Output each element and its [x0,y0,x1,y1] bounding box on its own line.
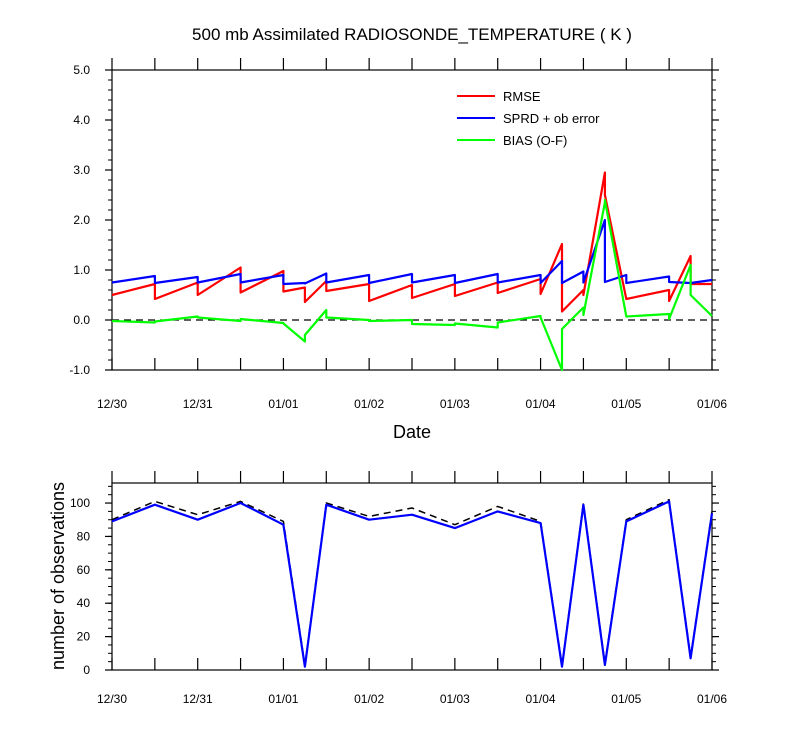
x-tick-label: 01/04 [526,397,556,411]
y-tick-label: 3.0 [73,163,90,177]
x-tick-label: 01/04 [526,692,556,706]
y-tick-label: 2.0 [73,213,90,227]
x-tick-label: 12/31 [183,692,213,706]
legend-label: RMSE [503,89,541,104]
top-series [111,171,713,372]
x-tick-label: 01/05 [611,692,641,706]
y-tick-label: -1.0 [69,363,90,377]
bottom-x-tick-labels: 12/30 12/31 01/01 01/02 01/03 01/04 01/05 01/06 [97,692,727,706]
x-tick-label: 01/06 [697,692,727,706]
x-tick-label: 01/03 [440,397,470,411]
legend-label: SPRD + ob error [503,111,600,126]
y-tick-label: 5.0 [73,63,90,77]
bottom-series [111,498,714,668]
y-tick-label: 20 [77,630,91,644]
series-line-sprd-ob-error [111,218,713,286]
bottom-plot-frame [111,482,713,671]
y-tick-label: 4.0 [73,113,90,127]
bottom-ticks [105,471,719,671]
top-x-tick-labels: 12/30 12/31 01/01 01/02 01/03 01/04 01/05 01/06 [97,397,727,411]
x-tick-label: 12/31 [183,397,213,411]
bottom-y-tick-labels: 0 20 40 60 80 100 [70,496,90,677]
y-tick-label: 1.0 [73,263,90,277]
y-tick-label: 60 [77,563,91,577]
y-tick-label: 0 [83,663,90,677]
y-tick-label: 40 [77,596,91,610]
bottom-panel: 0 20 40 60 80 100 12/30 12/31 01/01 01/02 01/03 01… [48,471,727,706]
x-tick-label: 01/03 [440,692,470,706]
x-tick-label: 01/02 [354,692,384,706]
x-tick-label: 12/30 [97,397,127,411]
top-ticks [105,58,719,371]
x-tick-label: 01/05 [611,397,641,411]
legend: RMSE SPRD + ob error BIAS (O-F) [457,89,600,148]
series-line-bias-o-f [111,198,713,372]
top-y-tick-labels: -1.0 0.0 1.0 2.0 3.0 4.0 5.0 [69,63,90,377]
y-tick-label: 0.0 [73,313,90,327]
y-axis-label-observations: number of observations [48,482,68,670]
y-tick-label: 80 [77,529,91,543]
y-tick-label: 100 [70,496,90,510]
x-tick-label: 12/30 [97,692,127,706]
x-tick-label: 01/06 [697,397,727,411]
x-axis-label: Date [393,422,431,442]
x-tick-label: 01/01 [268,397,298,411]
x-tick-label: 01/02 [354,397,384,411]
legend-label: BIAS (O-F) [503,133,567,148]
series-line-possible-observations [111,498,713,666]
x-tick-label: 01/01 [268,692,298,706]
top-panel: -1.0 0.0 1.0 2.0 3.0 4.0 5.0 12/30 12/31 01/01 01… [69,58,727,442]
series-line-assimilated-observations [111,500,714,668]
chart-title: 500 mb Assimilated RADIOSONDE_TEMPERATUR… [192,25,632,44]
